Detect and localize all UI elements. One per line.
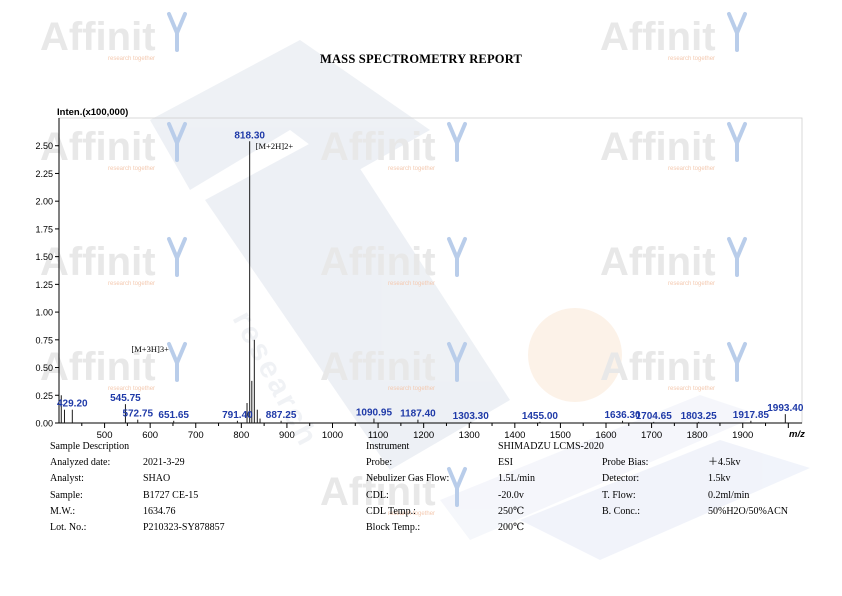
info-value: SHAO: [143, 473, 171, 485]
peak-label: 651.65: [158, 410, 189, 421]
peak-label: 1636.30: [604, 410, 641, 421]
info-value: ESI: [498, 457, 513, 469]
info-value: 200℃: [498, 522, 525, 533]
y-ticks: 0.00 0.25 0.50 0.75 1.00 1.25 1.50 1.75 2.00 2.25…: [35, 141, 59, 429]
y-tick-label: 0.25: [35, 391, 53, 401]
y-tick-label: 2.00: [35, 197, 53, 207]
ion-annotation: [M+3H]3+: [131, 344, 169, 354]
peak-labels: 429.20 545.75 572.75 651.65 791.40 818.30 887.…: [57, 130, 804, 422]
x-tick-label: 1200: [413, 430, 434, 441]
y-tick-label: 2.50: [35, 141, 53, 151]
info-label: T. Flow:: [602, 489, 636, 501]
info-value: 250℃: [498, 505, 525, 517]
info-value: 1.5L/min: [498, 473, 535, 485]
info-label: Sample Description: [50, 441, 130, 452]
peak-label: 1993.40: [767, 403, 804, 414]
peak-label: 1455.00: [522, 411, 559, 422]
x-tick-label: 900: [279, 430, 295, 441]
info-value: 1.5kv: [708, 473, 731, 485]
y-tick-label: 0.00: [35, 419, 53, 429]
peak-label: 1917.85: [733, 410, 770, 421]
ion-annotation: [M+2H]2+: [256, 141, 294, 151]
x-tick-label: 1600: [595, 430, 616, 441]
info-label: Analyzed date:: [50, 457, 111, 469]
info-value: SHIMADZU LCMS-2020: [498, 441, 604, 452]
y-tick-label: 1.50: [35, 252, 53, 262]
x-tick-label: 1800: [687, 430, 708, 441]
peak-label: 791.40: [222, 410, 253, 421]
x-tick-label: 1400: [504, 430, 525, 441]
x-tick-label: 600: [142, 430, 158, 441]
info-label: Detector:: [602, 473, 640, 485]
info-label: Nebulizer Gas Flow:: [366, 473, 450, 485]
peak-label: 1090.95: [356, 408, 393, 419]
peak-label: 572.75: [122, 409, 153, 420]
info-value: B1727 CE-15: [143, 489, 199, 501]
x-ticks: 500 600 700 800 900 1000 1100 1200 1300 1400 1500 1…: [81, 423, 789, 441]
info-value: 0.2ml/min: [708, 489, 750, 501]
x-tick-label: 1100: [368, 430, 388, 441]
peak-label: 1704.65: [636, 411, 673, 422]
peak-label: 1803.25: [681, 411, 718, 422]
y-tick-label: 1.00: [35, 308, 53, 318]
peak-label: 1303.30: [453, 411, 490, 422]
info-label: Sample:: [50, 489, 83, 501]
x-tick-label: 1000: [322, 430, 343, 441]
y-tick-label: 2.25: [35, 169, 53, 179]
info-value: 1634.76: [143, 505, 176, 517]
x-tick-label: 700: [188, 430, 204, 441]
x-tick-label: 1900: [732, 430, 753, 441]
x-tick-label: 1300: [459, 430, 480, 441]
info-value: ＋4.5kv: [708, 457, 741, 469]
peak-label: 429.20: [57, 399, 88, 410]
peak-label: 1187.40: [400, 409, 436, 420]
x-axis-label: m/z: [789, 429, 805, 440]
info-value: 50%H2O/50%ACN: [708, 505, 788, 517]
y-tick-label: 1.75: [35, 224, 53, 234]
x-tick-label: 800: [233, 430, 249, 441]
x-tick-label: 500: [97, 430, 113, 441]
report-title: MASS SPECTROMETRY REPORT: [319, 52, 523, 66]
info-label: Analyst:: [50, 473, 84, 485]
info-label: M.W.:: [50, 505, 76, 517]
x-tick-label: 1500: [550, 430, 571, 441]
peak-label: 887.25: [266, 410, 297, 421]
info-label: Lot. No.:: [50, 522, 87, 533]
y-axis-label: Inten.(x100,000): [57, 107, 128, 118]
y-tick-label: 1.25: [35, 280, 53, 290]
info-label: Probe Bias:: [602, 457, 649, 469]
peak-label: 818.30: [234, 130, 265, 141]
annotations: [M+2H]2+ [M+3H]3+: [131, 141, 293, 354]
info-value: P210323-SY878857: [143, 522, 225, 533]
info-label: B. Conc.:: [602, 505, 641, 517]
info-label: Block Temp.:: [366, 522, 421, 533]
info-label: Probe:: [366, 457, 393, 469]
info-value: -20.0v: [498, 489, 524, 501]
peaks: [60, 141, 786, 423]
y-tick-label: 0.50: [35, 363, 53, 373]
peak-label: 545.75: [110, 393, 141, 404]
info-label: CDL Temp.:: [366, 505, 416, 517]
y-tick-label: 0.75: [35, 335, 53, 345]
x-tick-label: 1700: [641, 430, 662, 441]
info-label: CDL:: [366, 489, 389, 501]
info-label: Instrument: [366, 441, 410, 452]
info-value: 2021-3-29: [143, 457, 185, 469]
plot-frame: [58, 117, 803, 424]
